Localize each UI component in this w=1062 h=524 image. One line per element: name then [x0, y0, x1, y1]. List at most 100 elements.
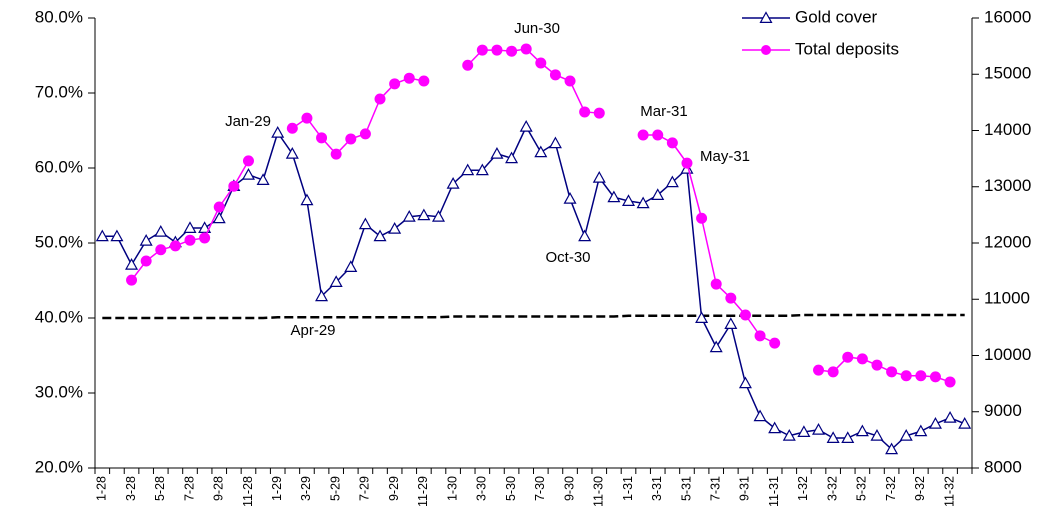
y-tick-label: 30.0% — [35, 382, 83, 401]
data-point — [637, 129, 649, 141]
data-point — [330, 148, 342, 160]
data-point — [286, 122, 298, 134]
data-point — [782, 429, 796, 441]
series-line — [102, 313, 965, 320]
data-point — [199, 232, 211, 244]
x-tick-label: 1-30 — [445, 476, 459, 501]
legend-label: Gold cover — [795, 7, 878, 26]
x-tick-label: 1-29 — [270, 476, 284, 501]
data-point — [549, 69, 561, 81]
data-point — [826, 431, 840, 443]
data-point — [519, 120, 533, 132]
data-point — [403, 72, 415, 84]
x-tick-label: 3-32 — [825, 476, 839, 501]
data-point — [169, 240, 181, 252]
x-tick-label: 3-28 — [124, 476, 138, 501]
data-point — [695, 311, 709, 323]
data-point — [914, 424, 928, 437]
series-line — [643, 134, 776, 344]
data-point — [797, 425, 811, 437]
data-point — [184, 234, 196, 246]
y2-tick-label: 9000 — [984, 401, 1022, 420]
data-point — [315, 289, 329, 302]
data-point — [709, 340, 723, 353]
x-tick-label: 11-28 — [241, 476, 255, 507]
data-point — [651, 188, 665, 200]
data-point — [899, 429, 913, 441]
data-point — [636, 196, 650, 209]
data-point — [213, 201, 225, 213]
data-point — [827, 366, 839, 378]
data-point — [855, 424, 869, 437]
data-point — [548, 136, 562, 149]
data-point — [812, 423, 826, 435]
data-point — [256, 173, 270, 185]
annotation: Jan-29 — [225, 113, 271, 130]
data-point — [607, 190, 621, 203]
data-point — [710, 278, 722, 290]
data-point — [301, 112, 313, 124]
data-point — [300, 193, 314, 206]
data-point — [900, 370, 912, 382]
data-point — [374, 93, 386, 105]
data-point — [228, 180, 240, 192]
data-point — [753, 409, 767, 422]
data-point — [564, 75, 576, 87]
data-point — [155, 244, 167, 256]
y-tick-label: 40.0% — [35, 307, 83, 326]
y-tick-label: 50.0% — [35, 232, 83, 251]
data-point — [944, 376, 956, 388]
data-point — [491, 44, 503, 56]
annotation: Mar-31 — [640, 103, 688, 120]
x-tick-label: 11-32 — [942, 476, 956, 507]
x-tick-label: 1-32 — [796, 476, 810, 501]
x-tick-label: 5-31 — [679, 476, 693, 501]
data-point — [563, 192, 577, 204]
data-point — [373, 229, 387, 242]
data-point — [621, 194, 636, 206]
data-point — [739, 309, 751, 321]
data-point — [241, 168, 255, 180]
data-point — [431, 210, 446, 222]
data-point — [593, 107, 605, 119]
data-point — [870, 429, 884, 441]
data-point — [198, 221, 212, 233]
data-point — [943, 411, 957, 423]
data-point — [696, 212, 708, 224]
legend-label: Total deposits — [795, 39, 899, 58]
data-point — [476, 44, 488, 56]
series-line — [818, 356, 951, 383]
x-tick-label: 11-30 — [592, 476, 606, 507]
data-point — [506, 45, 518, 57]
annotation: Jun-30 — [514, 20, 560, 37]
data-point — [462, 59, 474, 71]
y2-tick-label: 11000 — [984, 289, 1030, 308]
data-point — [140, 255, 152, 267]
y-tick-label: 60.0% — [35, 157, 83, 176]
y2-tick-label: 13000 — [984, 176, 1031, 195]
x-tick-label: 9-28 — [212, 476, 226, 501]
data-point — [754, 330, 766, 342]
data-point — [520, 43, 532, 55]
data-point — [652, 129, 664, 141]
x-tick-label: 7-28 — [182, 476, 196, 501]
data-point — [505, 151, 519, 164]
legend-item: Total deposits — [742, 39, 899, 58]
annotation: May-31 — [700, 148, 750, 165]
x-tick-label: 3-31 — [650, 476, 664, 501]
data-point — [402, 210, 416, 222]
x-tick-label: 11-29 — [416, 476, 430, 507]
x-tick-label: 9-30 — [562, 476, 576, 501]
data-point — [666, 137, 678, 149]
annotation: Apr-29 — [290, 322, 335, 339]
data-point — [417, 208, 431, 221]
data-point — [871, 359, 883, 371]
series-line — [102, 125, 965, 451]
data-point — [126, 274, 138, 286]
data-point — [388, 222, 402, 234]
x-tick-label: 7-30 — [533, 476, 547, 501]
legend-item: Gold cover — [742, 7, 878, 26]
data-point — [534, 145, 548, 158]
x-tick-label: 5-32 — [855, 476, 869, 501]
